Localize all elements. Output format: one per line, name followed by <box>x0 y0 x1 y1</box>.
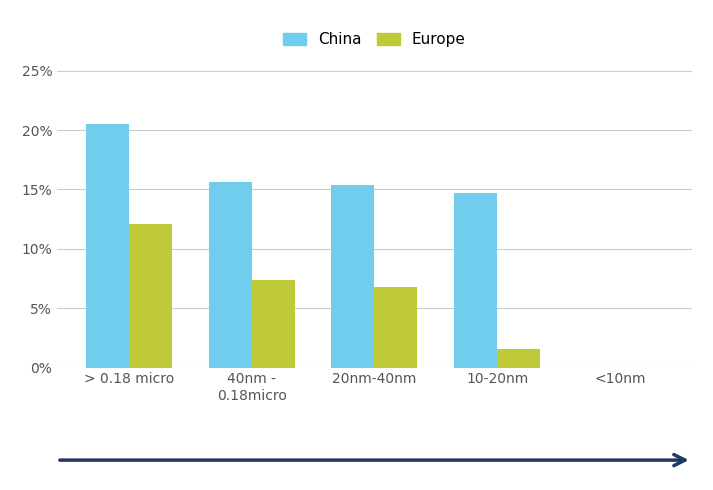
Legend: China, Europe: China, Europe <box>277 26 472 53</box>
Bar <box>129 224 172 368</box>
Bar <box>497 348 540 368</box>
Bar <box>252 280 294 368</box>
Bar <box>86 124 129 368</box>
Bar <box>209 182 252 368</box>
Bar <box>332 185 374 368</box>
Bar <box>374 287 417 368</box>
Bar <box>454 193 497 368</box>
